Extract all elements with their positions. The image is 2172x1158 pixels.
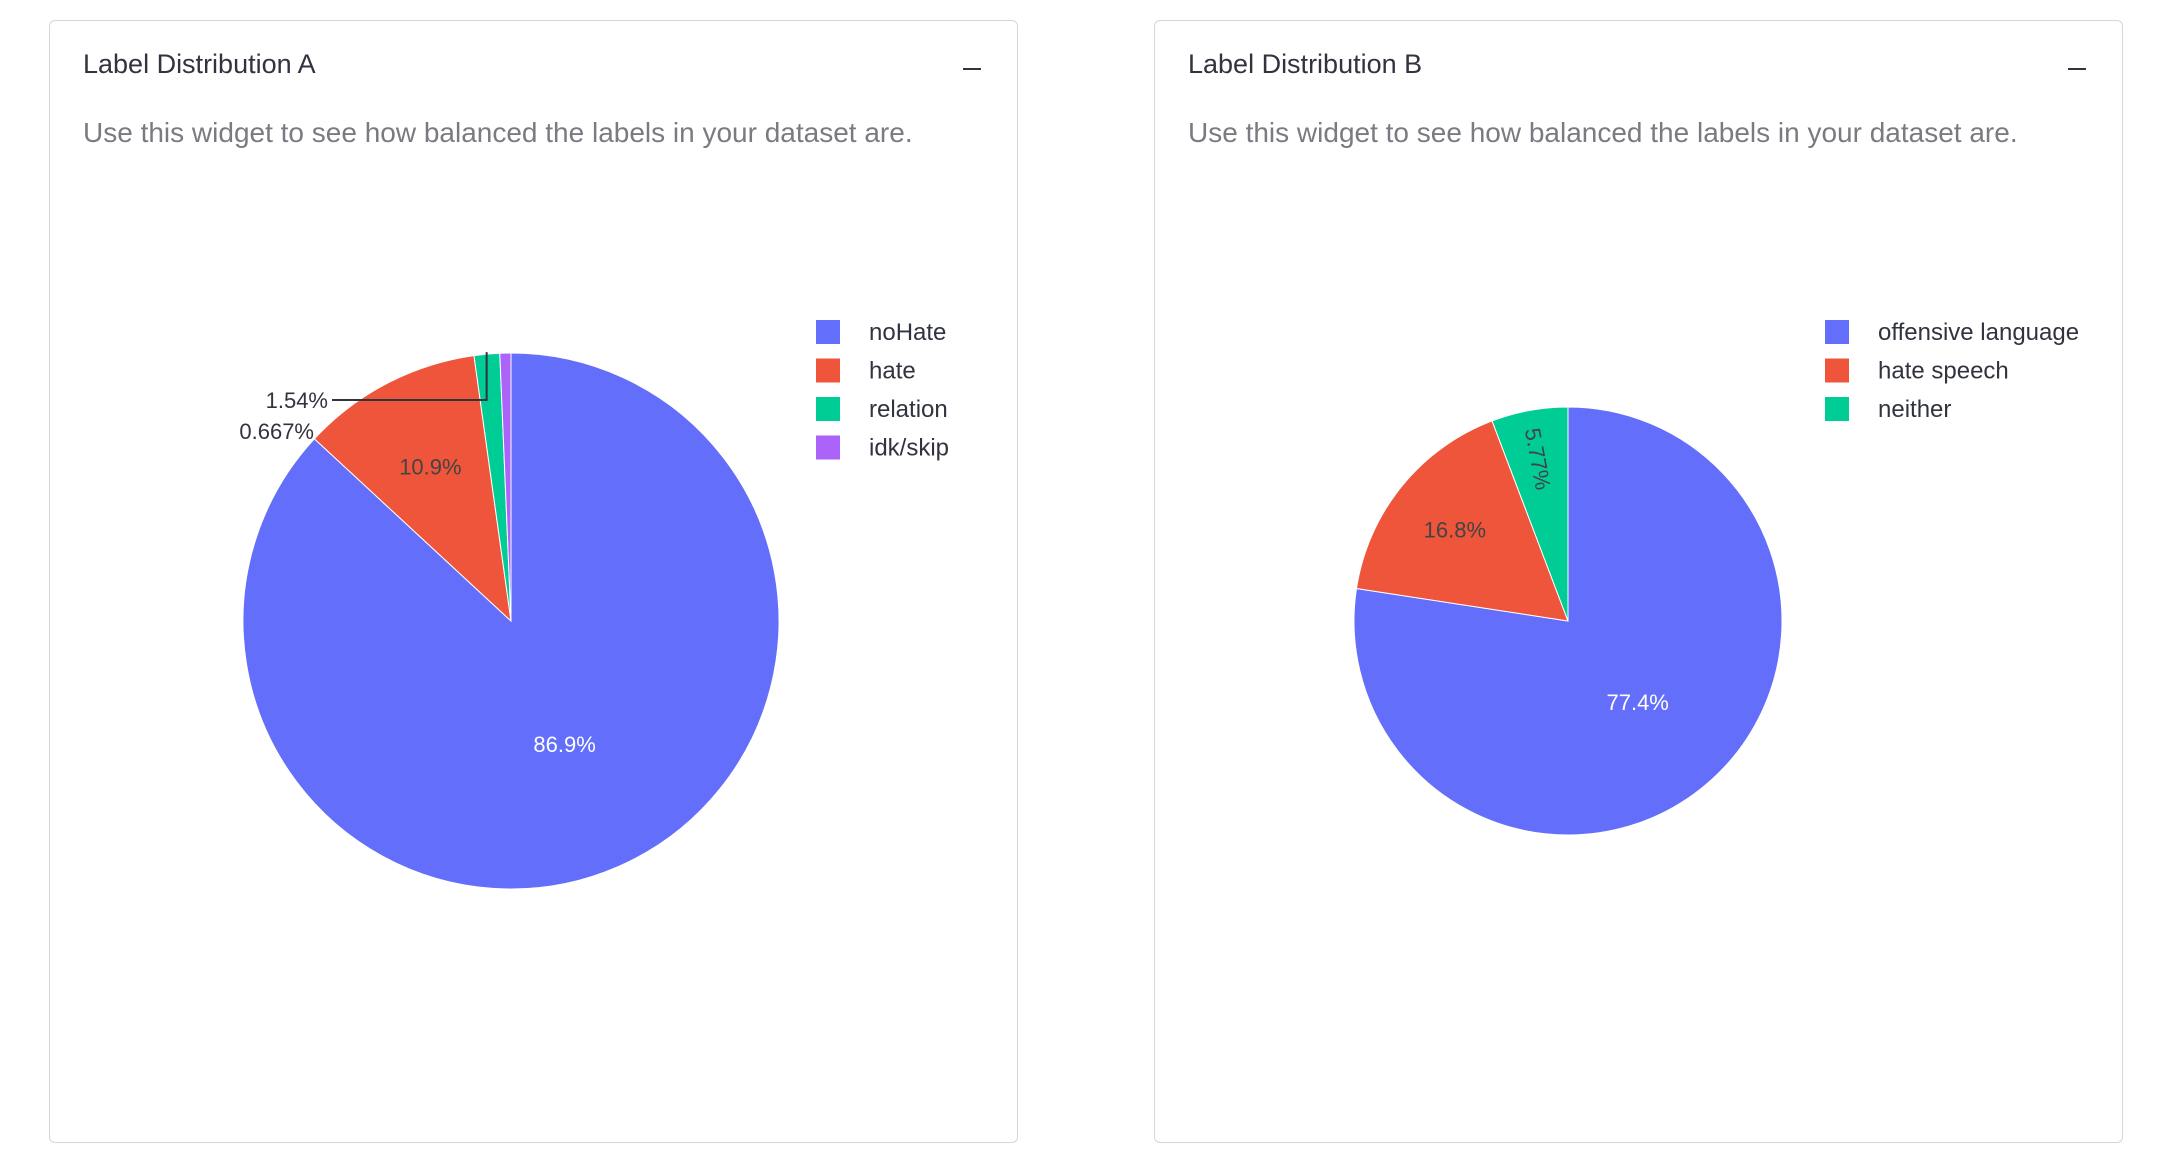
legend-item-relation[interactable]: relation	[816, 396, 948, 423]
slice-label-hate: 10.9%	[399, 455, 461, 480]
legend-swatch	[816, 358, 840, 383]
widget-title: Label Distribution A	[83, 49, 316, 79]
legend-label: offensive language	[1878, 319, 2079, 346]
slice-label-relation: 1.54%	[266, 388, 328, 413]
legend-swatch	[816, 435, 840, 460]
minus-icon[interactable]	[2068, 68, 2086, 70]
legend-item-offensive-language[interactable]: offensive language	[1825, 319, 2079, 346]
legend-label: noHate	[869, 319, 946, 346]
legend-item-hate-speech[interactable]: hate speech	[1825, 358, 2009, 385]
minus-icon[interactable]	[963, 68, 981, 70]
pie-slice-hate-speech[interactable]	[1355, 420, 1569, 622]
legend-item-hate[interactable]: hate	[816, 358, 916, 385]
legend-item-nohate[interactable]: noHate	[816, 319, 946, 346]
legend-item-neither[interactable]: neither	[1825, 396, 1951, 423]
widget-description: Use this widget to see how balanced the …	[83, 117, 913, 148]
legend-swatch	[816, 320, 840, 344]
legend-item-idk-skip[interactable]: idk/skip	[816, 435, 949, 462]
legend-swatch	[816, 397, 840, 421]
pie-chart-a: 86.9% 10.9% 1.54% 0.667% noHate hate relation i…	[239, 319, 949, 890]
slice-label-idk-skip: 0.667%	[239, 419, 314, 444]
legend-swatch	[1825, 358, 1849, 383]
widget-description: Use this widget to see how balanced the …	[1188, 117, 2018, 148]
widget-title: Label Distribution B	[1188, 49, 1423, 79]
label-distribution-b-widget: Label Distribution B Use this widget to …	[1154, 20, 2123, 1143]
legend-label: hate speech	[1878, 358, 2009, 385]
legend-swatch	[1825, 320, 1849, 344]
legend-swatch	[1825, 397, 1849, 421]
label-distribution-a-widget: Label Distribution A Use this widget to …	[49, 20, 1018, 1143]
label-leader-line	[332, 352, 488, 401]
legend-label: hate	[869, 358, 916, 385]
pie-slice-hate[interactable]	[313, 355, 512, 623]
pie-slice-idk-skip[interactable]	[499, 352, 512, 622]
slice-label-hate-speech: 16.8%	[1424, 517, 1486, 542]
slice-label-offensive-language: 77.4%	[1606, 690, 1668, 715]
slice-label-nohate: 86.9%	[533, 732, 595, 757]
legend-label: relation	[869, 396, 948, 423]
pie-slice-neither[interactable]	[1491, 406, 1569, 622]
legend-label: idk/skip	[869, 435, 949, 462]
legend-label: neither	[1878, 396, 1951, 423]
